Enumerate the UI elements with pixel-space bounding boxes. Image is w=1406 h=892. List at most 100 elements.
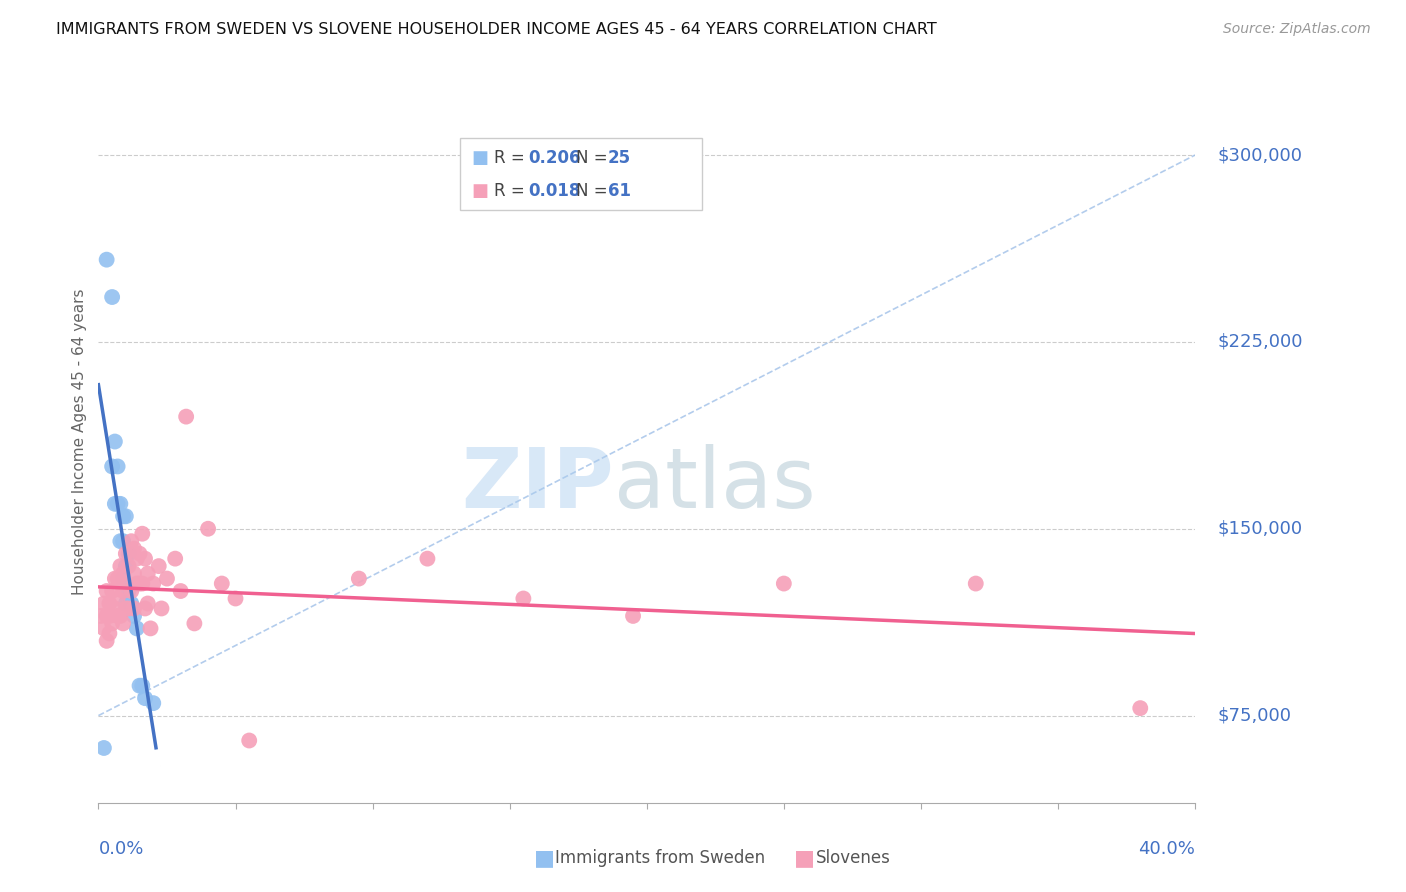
Text: 0.0%: 0.0% [98, 840, 143, 858]
Point [98, 626, 121, 640]
Point [122, 601, 145, 615]
Point [512, 591, 534, 606]
Point [134, 551, 156, 566]
Point [112, 584, 135, 599]
Point [90, 609, 112, 624]
Text: N =: N = [575, 149, 613, 167]
Point [96, 609, 118, 624]
Point [150, 601, 173, 615]
Point [156, 572, 179, 586]
Point [225, 591, 247, 606]
Point [107, 497, 129, 511]
Point [120, 534, 142, 549]
Point [110, 609, 132, 624]
Text: 0.018: 0.018 [527, 182, 581, 200]
Point [965, 576, 987, 591]
Point [112, 616, 135, 631]
Point [115, 597, 138, 611]
Y-axis label: Householder Income Ages 45 - 64 years: Householder Income Ages 45 - 64 years [72, 288, 87, 595]
Point [139, 621, 162, 635]
Point [107, 591, 129, 606]
Point [170, 584, 193, 599]
Point [96, 584, 118, 599]
Point [96, 252, 118, 267]
Point [136, 566, 159, 581]
Point [112, 534, 135, 549]
Point [117, 559, 139, 574]
Point [131, 679, 153, 693]
Point [104, 572, 127, 586]
Point [115, 559, 138, 574]
Point [148, 559, 170, 574]
Point [101, 616, 124, 631]
Text: $150,000: $150,000 [1218, 520, 1302, 538]
Point [131, 576, 153, 591]
Point [110, 497, 132, 511]
Point [122, 541, 145, 556]
Point [131, 526, 153, 541]
Point [197, 522, 219, 536]
Point [347, 572, 370, 586]
Point [115, 509, 138, 524]
Point [112, 509, 135, 524]
Point [110, 534, 132, 549]
Point [134, 691, 156, 706]
Point [125, 551, 148, 566]
Point [136, 597, 159, 611]
Point [117, 601, 139, 615]
Point [142, 576, 165, 591]
Point [110, 559, 132, 574]
Point [773, 576, 796, 591]
Point [104, 601, 127, 615]
Text: ■: ■ [471, 182, 488, 200]
Text: ■: ■ [471, 149, 488, 167]
Point [93, 597, 115, 611]
Point [112, 566, 135, 581]
Point [120, 584, 142, 599]
Point [238, 733, 260, 747]
Point [122, 566, 145, 581]
Text: 61: 61 [607, 182, 631, 200]
Point [122, 609, 145, 624]
Point [125, 621, 148, 635]
Point [93, 741, 115, 756]
Point [128, 679, 150, 693]
Text: $75,000: $75,000 [1218, 706, 1291, 724]
Text: ZIP: ZIP [461, 444, 614, 525]
Text: N =: N = [575, 182, 613, 200]
Text: Slovenes: Slovenes [815, 849, 890, 867]
Text: Immigrants from Sweden: Immigrants from Sweden [555, 849, 765, 867]
Text: 0.206: 0.206 [527, 149, 581, 167]
Point [621, 609, 644, 624]
Text: IMMIGRANTS FROM SWEDEN VS SLOVENE HOUSEHOLDER INCOME AGES 45 - 64 YEARS CORRELAT: IMMIGRANTS FROM SWEDEN VS SLOVENE HOUSEH… [56, 22, 936, 37]
Point [120, 597, 142, 611]
Point [115, 601, 138, 615]
Point [117, 547, 139, 561]
Point [98, 609, 121, 624]
Point [98, 597, 121, 611]
Text: 40.0%: 40.0% [1139, 840, 1195, 858]
Point [104, 497, 127, 511]
Point [101, 290, 124, 304]
Point [101, 584, 124, 599]
Text: Source: ZipAtlas.com: Source: ZipAtlas.com [1223, 22, 1371, 37]
Point [183, 616, 205, 631]
Point [101, 459, 124, 474]
Text: atlas: atlas [614, 444, 815, 525]
Point [165, 551, 187, 566]
Point [96, 633, 118, 648]
Point [107, 572, 129, 586]
Point [93, 621, 115, 635]
Point [128, 576, 150, 591]
Text: $300,000: $300,000 [1218, 146, 1302, 164]
Point [174, 409, 197, 424]
Point [142, 696, 165, 710]
Point [128, 547, 150, 561]
Point [107, 609, 129, 624]
Point [107, 459, 129, 474]
Text: $225,000: $225,000 [1218, 333, 1302, 351]
Text: R =: R = [494, 149, 530, 167]
Text: ■: ■ [534, 848, 555, 868]
Point [110, 576, 132, 591]
Point [112, 572, 135, 586]
